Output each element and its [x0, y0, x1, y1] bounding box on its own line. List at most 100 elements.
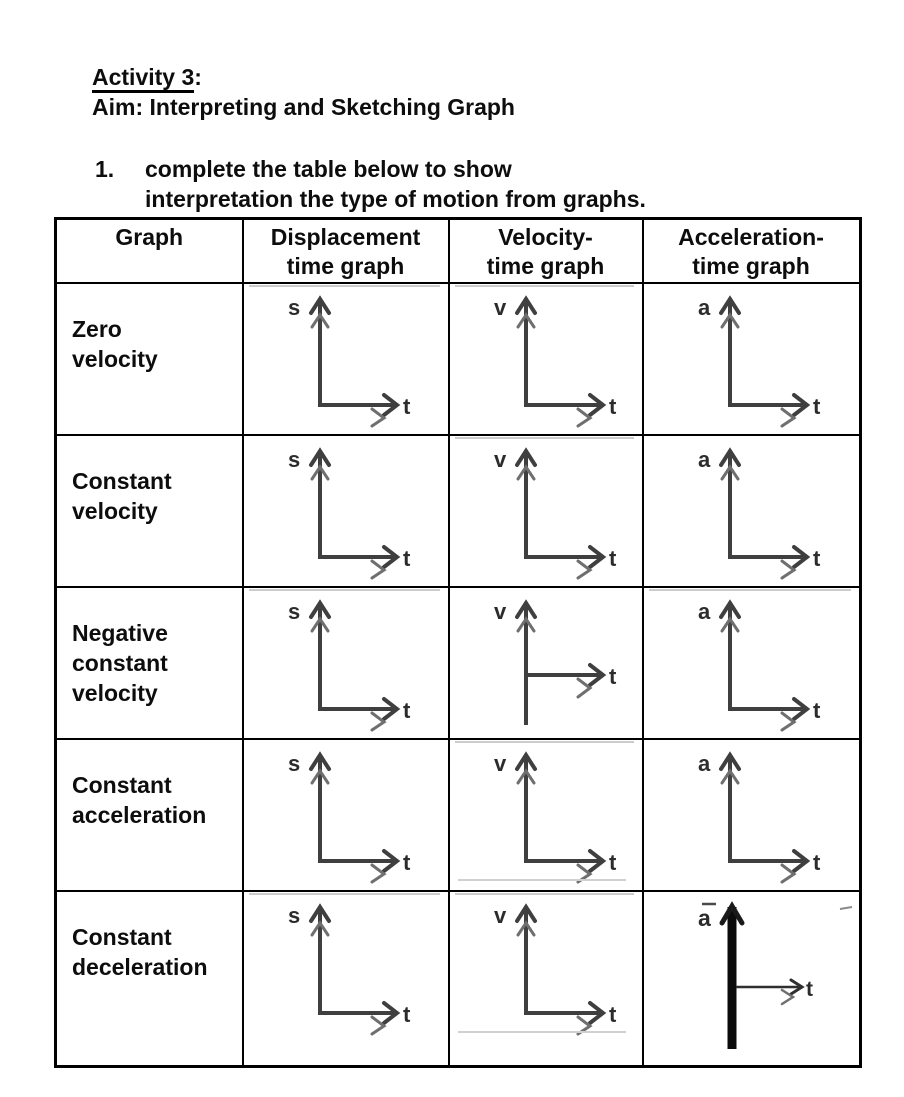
instruction-line-2: interpretation the type of motion from g… [145, 186, 646, 212]
svg-text:a: a [698, 905, 711, 931]
row-label-constant-velocity: Constant velocity [54, 434, 244, 588]
axes-arrows-icon: vt [494, 903, 617, 1036]
axes-arrows-icon: at [698, 901, 852, 1049]
svg-text:t: t [403, 850, 411, 875]
header-velocity-time: Velocity- time graph [447, 217, 644, 284]
svg-text:t: t [813, 546, 821, 571]
row-label-zero-velocity: Zero velocity [54, 282, 244, 436]
header-displacement-line2: time graph [286, 253, 405, 279]
svg-text:v: v [494, 447, 507, 472]
svg-text:s: s [288, 447, 300, 472]
header-velocity-line2: time graph [486, 253, 605, 279]
scan-artifact-line [648, 589, 851, 591]
scan-artifact-line [248, 285, 440, 287]
header-acceleration-line2: time graph [692, 253, 810, 279]
svg-text:a: a [698, 295, 711, 320]
axes-arrows-icon: st [288, 599, 411, 732]
scan-artifact-line [457, 879, 626, 881]
axes-arrows-icon: vt [494, 751, 617, 884]
svg-text:t: t [403, 546, 411, 571]
svg-text:v: v [494, 599, 507, 624]
instruction-item: 1. complete the table below to show inte… [95, 154, 646, 214]
activity-title-colon: : [194, 64, 202, 90]
instruction-number: 1. [95, 156, 115, 182]
axes-arrows-icon: vt [494, 599, 617, 725]
svg-text:v: v [494, 751, 507, 776]
svg-text:t: t [813, 850, 821, 875]
row-label-constant-acceleration: Constant acceleration [54, 738, 244, 892]
scan-artifact-line [248, 893, 440, 895]
axes-arrows-icon: at [698, 599, 821, 732]
instruction-text: complete the table below to show interpr… [145, 154, 646, 214]
motion-graphs-table: Graph Displacement time graph Velocity- … [54, 217, 862, 1068]
axes-arrows-icon: vt [494, 295, 617, 428]
axes-arrows-icon: st [288, 447, 411, 580]
axes-arrows-icon: at [698, 447, 821, 580]
header-displacement-time: Displacement time graph [241, 217, 450, 284]
scan-artifact-line [454, 741, 634, 743]
svg-text:t: t [813, 394, 821, 419]
svg-text:t: t [806, 978, 813, 1001]
axes-arrows-icon: st [288, 751, 411, 884]
svg-text:s: s [288, 751, 300, 776]
svg-text:t: t [609, 664, 617, 689]
scan-artifact-line [454, 893, 634, 895]
header-acceleration-time: Acceleration- time graph [641, 217, 861, 284]
svg-text:v: v [494, 903, 507, 928]
scan-artifact-line [454, 437, 634, 439]
axes-arrows-icon: st [288, 295, 411, 428]
svg-text:s: s [288, 599, 300, 624]
scan-artifact-line [454, 285, 634, 287]
header-graph-line1: Graph [115, 224, 184, 250]
table-header-row: Graph Displacement time graph Velocity- … [54, 217, 861, 284]
svg-text:t: t [609, 394, 617, 419]
activity-title-text: Activity 3 [92, 64, 195, 93]
svg-text:t: t [813, 698, 821, 723]
axes-arrows-icon: at [698, 751, 821, 884]
worksheet-heading: Activity 3: Aim: Interpreting and Sketch… [92, 62, 515, 122]
svg-text:s: s [288, 903, 300, 928]
axes-arrows-icon: at [698, 295, 821, 428]
axes-arrows-icon: vt [494, 447, 617, 580]
row-label-negative-constant-velocity: Negative constant velocity [54, 586, 244, 740]
header-velocity-line1: Velocity- [498, 224, 593, 250]
svg-text:t: t [403, 394, 411, 419]
instruction-line-1: complete the table below to show [145, 156, 512, 182]
svg-text:t: t [609, 546, 617, 571]
header-graph: Graph [54, 217, 244, 284]
svg-text:a: a [698, 447, 711, 472]
row-label-constant-deceleration: Constant deceleration [54, 890, 244, 1067]
